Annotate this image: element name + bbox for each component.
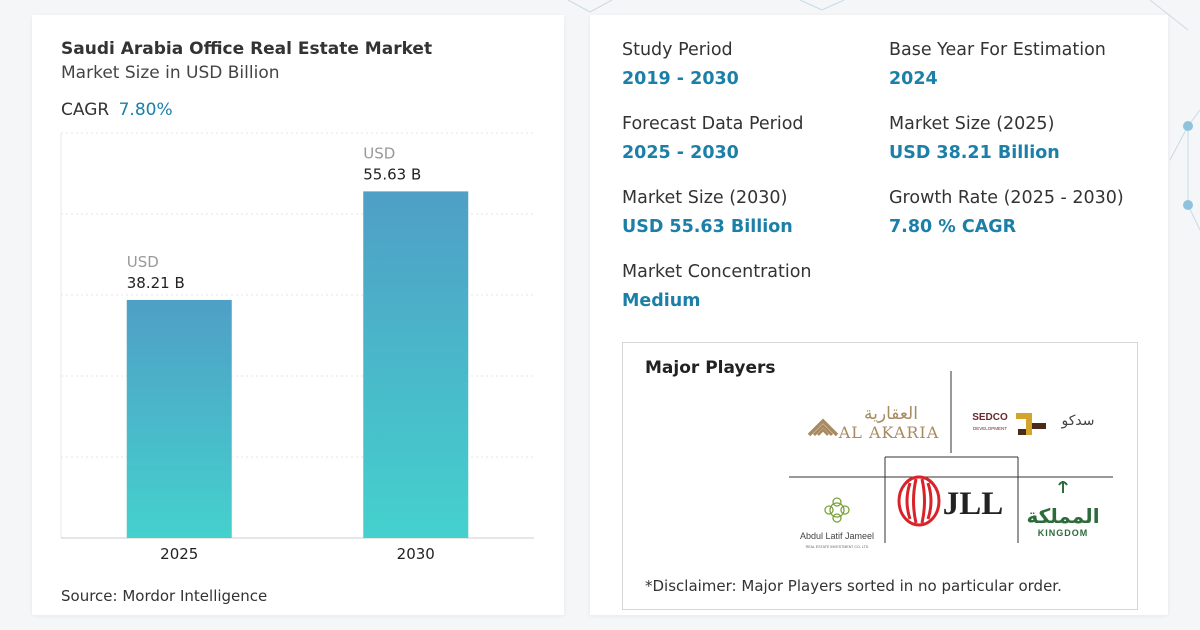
stat-base-year: Base Year For Estimation 2024 [889,40,1106,89]
cagr-row: CAGR 7.80% [61,100,173,120]
jll-logo: JLL [897,475,1004,527]
sedco-name: SEDCO [972,412,1008,423]
sedco-arabic: سدكو [1061,413,1095,429]
bar-value-label: 38.21 B [127,274,185,292]
x-tick-label: 2030 [397,545,435,563]
stat-label: Market Concentration [622,262,812,282]
stat-market-size-2025: Market Size (2025) USD 38.21 Billion [889,114,1060,163]
cagr-label: CAGR [61,100,110,120]
sedco-sub: DEVELOPMENT [973,426,1007,431]
al-akaria-arabic: العقارية [864,404,918,424]
stat-growth-rate: Growth Rate (2025 - 2030) 7.80 % CAGR [889,188,1124,237]
stat-value: 7.80 % CAGR [889,217,1017,237]
stat-value: USD 38.21 Billion [889,143,1060,163]
chart-title: Saudi Arabia Office Real Estate Market [61,39,433,59]
bar-2030 [363,191,469,538]
al-akaria-name: AL AKARIA [838,423,940,442]
stat-label: Market Size (2025) [889,114,1055,134]
stat-value: USD 55.63 Billion [622,217,793,237]
jll-name: JLL [943,486,1004,522]
major-players-box: Major Players العقارية AL AKARIA SEDCO [622,342,1138,610]
kingdom-arabic: المملكة [1026,504,1099,528]
alj-name: Abdul Latif Jameel [800,531,874,541]
cagr-value: 7.80% [118,100,173,120]
major-players-logos: العقارية AL AKARIA SEDCO DEVELOPMENT سدك… [789,371,1113,549]
logo-grid-lines [789,371,1113,543]
stat-label: Market Size (2030) [622,188,788,208]
stat-study-period: Study Period 2019 - 2030 [622,40,739,89]
stat-value: 2019 - 2030 [622,69,739,89]
al-akaria-logo: العقارية AL AKARIA [807,404,940,442]
major-players-title: Major Players [645,358,776,378]
market-summary-card: Study Period 2019 - 2030 Base Year For E… [590,15,1168,615]
stat-market-size-2030: Market Size (2030) USD 55.63 Billion [622,188,793,237]
stat-market-concentration: Market Concentration Medium [622,262,812,311]
kingdom-name: KINGDOM [1038,528,1089,538]
stat-forecast-period: Forecast Data Period 2025 - 2030 [622,114,804,163]
market-size-chart-card: Saudi Arabia Office Real Estate Market M… [32,15,564,615]
stat-label: Growth Rate (2025 - 2030) [889,188,1124,208]
players-disclaimer: *Disclaimer: Major Players sorted in no … [645,577,1062,595]
kingdom-logo: المملكة KINGDOM [1026,481,1100,538]
stat-label: Forecast Data Period [622,114,804,134]
bar-value-prefix: USD [127,253,159,271]
stat-value: Medium [622,291,701,311]
stat-label: Study Period [622,40,733,60]
stat-label: Base Year For Estimation [889,40,1106,60]
sedco-logo: SEDCO DEVELOPMENT سدكو [972,412,1094,435]
bar-2025 [126,299,232,538]
stat-value: 2025 - 2030 [622,143,739,163]
bar-value-prefix: USD [363,144,395,162]
alj-sub: REAL ESTATE INVESTMENT CO. LTD [806,545,869,549]
bar-chart: USD 38.21 B 2025 USD 55.63 B 2030 [60,132,534,563]
chart-subtitle: Market Size in USD Billion [61,63,280,83]
abdul-latif-jameel-logo: Abdul Latif Jameel REAL ESTATE INVESTMEN… [800,497,874,549]
stat-value: 2024 [889,69,938,89]
x-tick-label: 2025 [160,545,198,563]
bar-value-label: 55.63 B [363,165,421,183]
source-note: Source: Mordor Intelligence [61,587,268,605]
